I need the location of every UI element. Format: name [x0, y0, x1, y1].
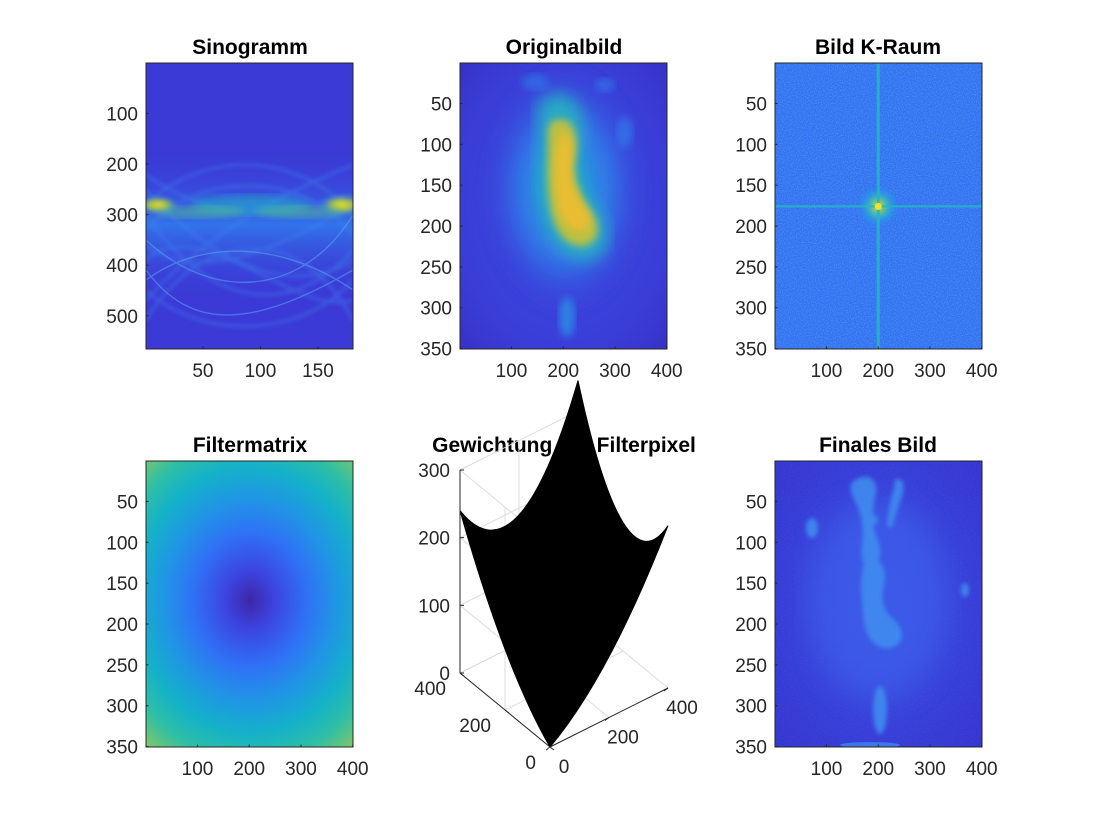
gewichtung-y-tick-label: 200: [459, 716, 491, 737]
sinogramm-x-tick-label: 150: [302, 361, 334, 382]
filtermatrix-y-tick-label: 300: [106, 697, 138, 718]
sinogramm-y-tick-label: 200: [106, 155, 138, 176]
filtermatrix-ticks: 100 200 300 400 50 100 150 200 250 300 350: [106, 492, 368, 780]
originalbild-image: [460, 63, 667, 349]
filtermatrix-image: [146, 461, 353, 747]
filtermatrix-y-tick-label: 350: [106, 738, 138, 759]
gewichtung-z-tick-label: 200: [418, 529, 450, 550]
k-raum-x-tick-label: 400: [966, 361, 998, 382]
originalbild-x-tick-label: 100: [496, 361, 528, 382]
gewichtung-surface: [459, 380, 669, 748]
finales-bild-image: [775, 461, 982, 747]
gewichtung-x-tick-mark: [604, 717, 610, 721]
filtermatrix-y-tick-label: 200: [106, 615, 138, 636]
originalbild-x-tick-label: 300: [599, 361, 631, 382]
gewichtung-x-tick-label: 0: [559, 757, 570, 778]
k-raum-x-tick-label: 300: [914, 361, 946, 382]
finales-bild-title: Finales Bild: [819, 434, 937, 457]
k-raum-y-tick-label: 150: [735, 176, 767, 197]
originalbild-y-tick-label: 200: [420, 217, 452, 238]
gewichtung-z-tick-label: 100: [418, 596, 450, 617]
filtermatrix-x-tick-label: 400: [337, 759, 369, 780]
gewichtung-z-tick-label: 300: [418, 461, 450, 482]
sinogramm-y-tick-label: 400: [106, 256, 138, 277]
gewichtung-z-tick-label: 0: [439, 664, 450, 685]
k-raum-y-tick-label: 100: [735, 135, 767, 156]
filtermatrix-y-tick-label: 250: [106, 656, 138, 677]
finales-bild-x-tick-label: 300: [914, 759, 946, 780]
filtermatrix-y-tick-label: 50: [117, 492, 138, 513]
k-raum-axes: Bild K-Raum 100 200 300 400 50 100 150 200 250 30…: [735, 36, 997, 382]
finales-bild-y-tick-label: 350: [735, 738, 767, 759]
originalbild-title: Originalbild: [506, 36, 623, 59]
gewichtung-x-tick-label: 400: [666, 698, 698, 719]
finales-bild-axes: Finales Bild 100 200 300 400 50 100 150 200 250 3…: [735, 434, 997, 780]
gewichtung-y-tick-mark: [504, 709, 510, 714]
k-raum-y-tick-label: 250: [735, 258, 767, 279]
k-raum-x-tick-label: 200: [862, 361, 894, 382]
gewichtung-y-tick-label: 400: [414, 679, 446, 700]
k-raum-center-dot: [874, 202, 882, 210]
filtermatrix-x-tick-label: 300: [285, 759, 317, 780]
originalbild-y-tick-label: 300: [420, 299, 452, 320]
originalbild-axes: Originalbild 100 200 300 400 50 100 150 200 250 3…: [420, 36, 682, 382]
filtermatrix-y-tick-label: 150: [106, 574, 138, 595]
filtermatrix-title: Filtermatrix: [193, 434, 308, 457]
k-raum-y-tick-label: 200: [735, 217, 767, 238]
originalbild-y-tick-label: 350: [420, 340, 452, 361]
finales-bild-ticks: 100 200 300 400 50 100 150 200 250 300 350: [735, 492, 997, 780]
sinogramm-y-tick-label: 300: [106, 206, 138, 227]
sinogramm-x-tick-label: 100: [245, 361, 277, 382]
k-raum-ticks: 100 200 300 400 50 100 150 200 250 300 350: [735, 94, 997, 382]
finales-bild-y-tick-label: 150: [735, 574, 767, 595]
filtermatrix-x-tick-label: 100: [182, 759, 214, 780]
finales-bild-x-tick-label: 400: [966, 759, 998, 780]
gewichtung-y-tick-label: 0: [525, 753, 536, 774]
originalbild-y-tick-label: 100: [420, 135, 452, 156]
k-raum-y-tick-label: 300: [735, 299, 767, 320]
originalbild-y-tick-label: 50: [431, 94, 452, 115]
originalbild-x-tick-label: 200: [547, 361, 579, 382]
sinogramm-image: [146, 63, 353, 349]
sinogramm-frame: [145, 62, 354, 350]
k-raum-y-tick-label: 50: [746, 94, 767, 115]
gewichtung-x-tick-mark: [663, 687, 669, 692]
originalbild-y-tick-label: 150: [420, 176, 452, 197]
finales-bild-y-tick-label: 250: [735, 656, 767, 677]
finales-bild-y-tick-label: 100: [735, 533, 767, 554]
originalbild-ticks: 100 200 300 400 50 100 150 200 250 300 350: [420, 94, 682, 382]
k-raum-x-tick-label: 100: [811, 361, 843, 382]
gewichtung-x-tick-mark: [545, 746, 551, 751]
k-raum-y-tick-label: 350: [735, 340, 767, 361]
sinogramm-title: Sinogramm: [192, 36, 308, 59]
originalbild-y-tick-label: 250: [420, 258, 452, 279]
sinogramm-y-tick-label: 100: [106, 104, 138, 125]
sinogramm-axes: Sinogramm: [106, 36, 354, 382]
finales-bild-x-tick-label: 200: [862, 759, 894, 780]
gewichtung-y-tick-mark: [549, 746, 555, 751]
filtermatrix-y-tick-label: 100: [106, 533, 138, 554]
k-raum-image: [775, 63, 982, 349]
sinogramm-ticks: 50 100 150 100 200 300 400 500: [106, 104, 333, 382]
sinogramm-y-tick-label: 500: [106, 307, 138, 328]
filtermatrix-axes: Filtermatrix 100 200 300 400 50 100 150 200 250 3…: [106, 434, 368, 780]
filtermatrix-x-tick-label: 200: [233, 759, 265, 780]
sinogramm-x-tick-label: 50: [192, 361, 213, 382]
gewichtung-axes: Gewichtung der Filterpixel 0100200300020…: [414, 380, 698, 778]
gewichtung-y-tick-mark: [459, 672, 465, 677]
k-raum-title: Bild K-Raum: [815, 36, 941, 59]
originalbild-x-tick-label: 400: [651, 361, 683, 382]
finales-bild-y-tick-label: 200: [735, 615, 767, 636]
finales-bild-y-tick-label: 50: [746, 492, 767, 513]
gewichtung-x-tick-label: 200: [607, 728, 639, 749]
finales-bild-x-tick-label: 100: [811, 759, 843, 780]
finales-bild-y-tick-label: 300: [735, 697, 767, 718]
